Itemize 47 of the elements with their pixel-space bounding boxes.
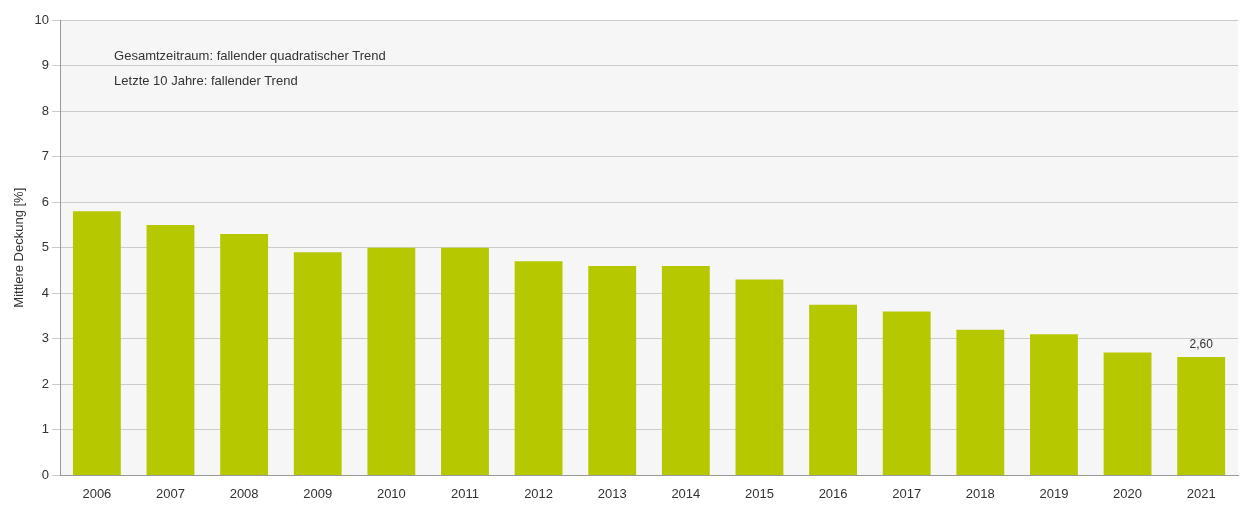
bar: [1030, 334, 1078, 475]
x-tick-label: 2007: [156, 485, 185, 501]
bar: [293, 252, 342, 475]
bar: [882, 311, 931, 475]
y-tick-label: 8: [41, 102, 50, 118]
x-tick-label: 2008: [229, 485, 259, 501]
x-tick-label: 2012: [524, 485, 554, 501]
x-tick-label: 2016: [818, 485, 848, 501]
x-tick-label: 2015: [745, 485, 774, 501]
y-tick-label: 3: [41, 330, 50, 346]
annotation: Letzte 10 Jahre: fallender Trend: [114, 72, 298, 88]
bar: [735, 279, 784, 475]
bar: [809, 304, 858, 475]
bar: [146, 224, 195, 475]
y-axis-title: Mittlere Deckung [%]: [11, 187, 27, 308]
annotation: Gesamtzeitraum: fallender quadratischer Trend: [114, 47, 386, 63]
bar: [588, 265, 637, 475]
x-tick-label: 2014: [671, 485, 701, 501]
x-tick-label: 2021: [1186, 485, 1216, 501]
x-tick-label: 2010: [376, 485, 406, 501]
bar: [220, 234, 269, 475]
bar: [956, 329, 1005, 475]
x-tick-label: 2006: [82, 485, 112, 501]
y-tick-label: 10: [34, 11, 50, 27]
bar: [514, 261, 563, 475]
y-tick-label: 4: [41, 284, 50, 300]
bar: [367, 247, 416, 475]
x-tick-label: 2011: [450, 485, 479, 501]
y-tick-label: 7: [41, 148, 50, 164]
x-tick-label: 2020: [1113, 485, 1143, 501]
y-tick-label: 9: [41, 57, 50, 73]
bar: [661, 265, 710, 475]
data-label: 2,60: [1189, 337, 1214, 352]
y-tick-label: 2: [41, 375, 50, 391]
bar: [72, 211, 121, 475]
x-tick-label: 2018: [965, 485, 995, 501]
x-tick-label: 2017: [892, 485, 922, 501]
x-tick-label: 2009: [303, 485, 333, 501]
y-tick-label: 6: [41, 193, 50, 209]
bar: [1103, 352, 1152, 475]
y-tick-label: 1: [41, 421, 50, 437]
x-tick-label: 2019: [1039, 485, 1069, 501]
bar: [1177, 357, 1226, 475]
y-tick-label: 0: [41, 466, 50, 482]
bar: [441, 247, 489, 475]
x-tick-label: 2013: [597, 485, 627, 501]
y-tick-label: 5: [41, 239, 50, 255]
